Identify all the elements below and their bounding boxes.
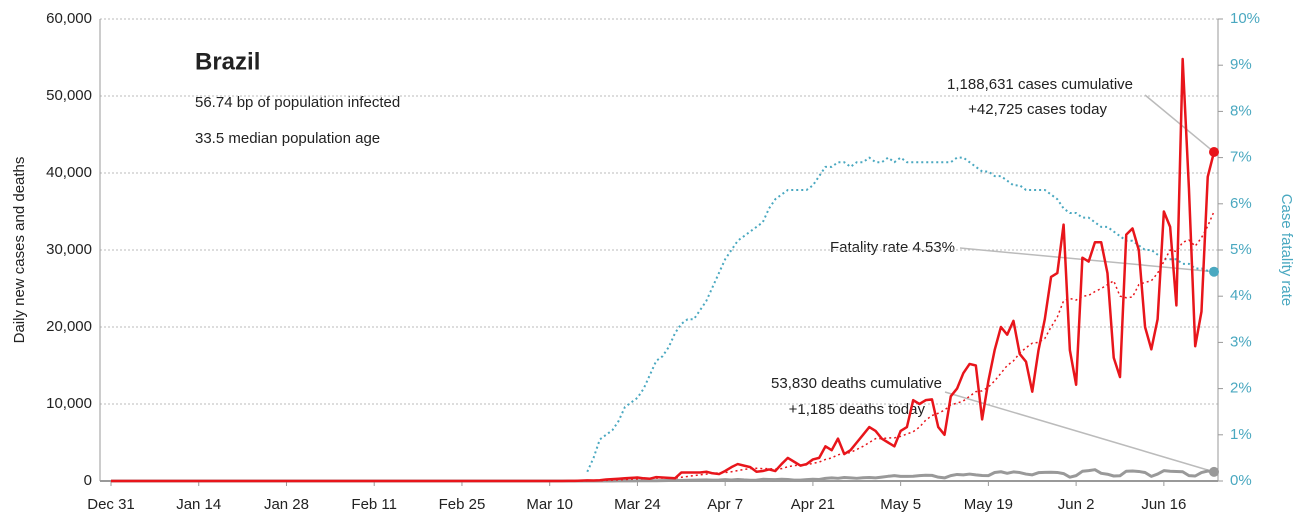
x-tick-label: Mar 24 — [614, 496, 661, 513]
annotation: 53,830 deaths cumulative — [771, 375, 942, 392]
y-tick-label: 40,000 — [46, 164, 92, 181]
x-tick-label: Apr 21 — [791, 496, 835, 513]
chart-title: Brazil — [195, 48, 260, 75]
data-line — [111, 57, 1216, 483]
y2-tick-label: 10% — [1230, 10, 1260, 27]
y-tick-label: 50,000 — [46, 87, 92, 104]
end-marker — [1209, 147, 1219, 158]
annotation: +1,185 deaths today — [789, 401, 926, 418]
data-line — [586, 156, 1215, 473]
x-tick-label: May 19 — [964, 496, 1013, 513]
leader-line — [944, 391, 1215, 473]
annotation: Fatality rate 4.53% — [830, 239, 955, 256]
y-axis-label: Daily new cases and deaths — [11, 157, 28, 344]
y-tick-label: 30,000 — [46, 241, 92, 258]
leader-line — [1144, 94, 1215, 153]
y-tick-label: 0 — [84, 472, 92, 489]
y2-tick-label: 2% — [1230, 380, 1252, 397]
end-marker — [1209, 466, 1219, 477]
y2-tick-label: 8% — [1230, 102, 1252, 119]
x-tick-label: Dec 31 — [87, 496, 135, 513]
annotation: 56.74 bp of population infected — [195, 94, 400, 111]
y2-axis-label: Case fatality rate — [1278, 194, 1295, 307]
y-tick-label: 60,000 — [46, 10, 92, 27]
y2-tick-label: 9% — [1230, 56, 1252, 73]
x-tick-label: Jan 28 — [264, 496, 309, 513]
annotation: 1,188,631 cases cumulative — [947, 76, 1133, 93]
x-tick-label: May 5 — [880, 496, 921, 513]
annotation: 33.5 median population age — [195, 130, 380, 147]
y2-tick-label: 6% — [1230, 195, 1252, 212]
x-tick-label: Feb 25 — [439, 496, 486, 513]
x-tick-label: Apr 7 — [707, 496, 743, 513]
y-tick-label: 10,000 — [46, 395, 92, 412]
data-line — [111, 468, 1215, 483]
annotation: +42,725 cases today — [968, 101, 1107, 118]
x-tick-label: Feb 11 — [351, 496, 397, 513]
y2-tick-label: 5% — [1230, 241, 1252, 258]
data-line — [111, 211, 1215, 482]
x-tick-label: Jun 16 — [1141, 496, 1186, 513]
end-marker — [1209, 266, 1219, 277]
y2-tick-label: 1% — [1230, 426, 1252, 443]
y2-tick-label: 4% — [1230, 287, 1252, 304]
y-tick-label: 20,000 — [46, 318, 92, 335]
x-tick-label: Jan 14 — [176, 496, 221, 513]
x-tick-label: Mar 10 — [526, 496, 573, 513]
y2-tick-label: 3% — [1230, 333, 1252, 350]
y2-tick-label: 0% — [1230, 472, 1252, 489]
x-tick-label: Jun 2 — [1058, 496, 1095, 513]
y2-tick-label: 7% — [1230, 149, 1252, 166]
